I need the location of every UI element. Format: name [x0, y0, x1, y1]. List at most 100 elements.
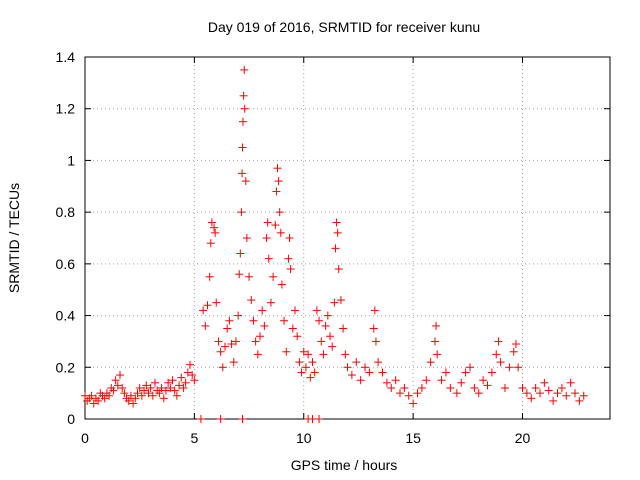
data-point	[276, 228, 285, 237]
data-point	[323, 311, 332, 320]
data-point	[284, 254, 293, 263]
data-point	[317, 337, 326, 346]
data-point	[211, 228, 220, 237]
data-point	[89, 399, 98, 408]
data-point	[557, 383, 566, 392]
data-point	[274, 177, 283, 186]
data-point	[422, 376, 431, 385]
data-point	[186, 360, 194, 369]
data-point	[94, 396, 103, 405]
data-point	[229, 358, 238, 367]
x-tick-label: 0	[81, 430, 89, 446]
data-point	[179, 383, 188, 392]
data-point	[271, 221, 280, 230]
data-point	[201, 321, 210, 330]
data-point	[273, 164, 282, 173]
data-point	[133, 389, 142, 398]
data-point	[218, 363, 227, 372]
data-point	[137, 391, 146, 400]
data-point	[333, 228, 342, 237]
data-point	[299, 347, 308, 356]
data-point	[262, 234, 271, 242]
data-point	[148, 391, 157, 400]
data-point	[205, 272, 214, 281]
data-point	[225, 316, 234, 325]
data-point	[426, 358, 435, 367]
data-point	[457, 378, 466, 387]
data-point	[157, 383, 166, 392]
data-point	[319, 350, 328, 359]
data-point	[531, 383, 540, 392]
data-point	[238, 415, 247, 423]
data-point	[310, 368, 319, 377]
plot-frame	[84, 56, 611, 420]
y-tick-label: 1	[67, 152, 75, 168]
data-point	[199, 306, 208, 315]
data-point	[280, 316, 289, 325]
data-point	[288, 324, 297, 333]
data-point	[131, 394, 140, 403]
data-point	[571, 389, 579, 398]
x-axis-ticks: 0 5 10 15 20	[81, 57, 530, 446]
data-point	[116, 371, 124, 380]
data-point	[446, 383, 455, 392]
data-point	[285, 234, 294, 242]
data-point	[118, 383, 127, 392]
data-point	[124, 396, 133, 405]
data-point	[479, 376, 488, 385]
data-point	[168, 376, 177, 385]
data-point	[238, 169, 247, 178]
data-point	[544, 386, 553, 395]
data-point	[483, 381, 492, 390]
data-point	[404, 391, 413, 400]
data-point	[210, 223, 219, 232]
x-tick-label: 20	[515, 430, 531, 446]
data-points	[81, 65, 588, 423]
y-tick-label: 1.2	[56, 101, 76, 117]
data-point	[301, 363, 310, 372]
data-point	[437, 376, 446, 385]
data-point	[356, 376, 365, 385]
x-tick-label: 5	[190, 430, 198, 446]
y-tick-label: 0	[67, 411, 75, 427]
data-point	[286, 265, 295, 274]
data-point	[207, 218, 216, 227]
data-point	[549, 396, 558, 405]
data-point	[105, 391, 114, 400]
data-point	[371, 337, 380, 346]
data-point	[339, 324, 348, 333]
x-tick-label: 15	[405, 430, 421, 446]
data-point	[181, 378, 190, 387]
data-point	[253, 350, 262, 359]
data-point	[272, 187, 281, 196]
data-point	[369, 324, 378, 333]
data-point	[234, 311, 243, 320]
data-point	[417, 383, 426, 392]
data-point	[269, 272, 278, 281]
data-point	[461, 368, 470, 377]
data-point	[365, 368, 374, 377]
data-point	[240, 65, 249, 74]
data-point	[214, 337, 223, 346]
data-point	[347, 371, 356, 380]
data-point	[474, 389, 483, 398]
data-point	[328, 342, 337, 351]
data-point	[260, 321, 269, 330]
data-point	[251, 337, 260, 346]
data-point	[190, 376, 199, 385]
data-point	[492, 350, 501, 359]
data-point	[321, 321, 330, 330]
data-point	[391, 376, 400, 385]
data-point	[433, 350, 442, 359]
data-point	[164, 378, 173, 387]
data-point	[291, 306, 299, 315]
data-point	[343, 363, 352, 372]
data-point	[203, 301, 212, 310]
data-point	[109, 386, 118, 395]
data-point	[441, 368, 450, 377]
data-point	[126, 391, 135, 400]
data-point	[341, 350, 350, 359]
data-point	[258, 306, 267, 315]
data-point	[256, 332, 264, 341]
